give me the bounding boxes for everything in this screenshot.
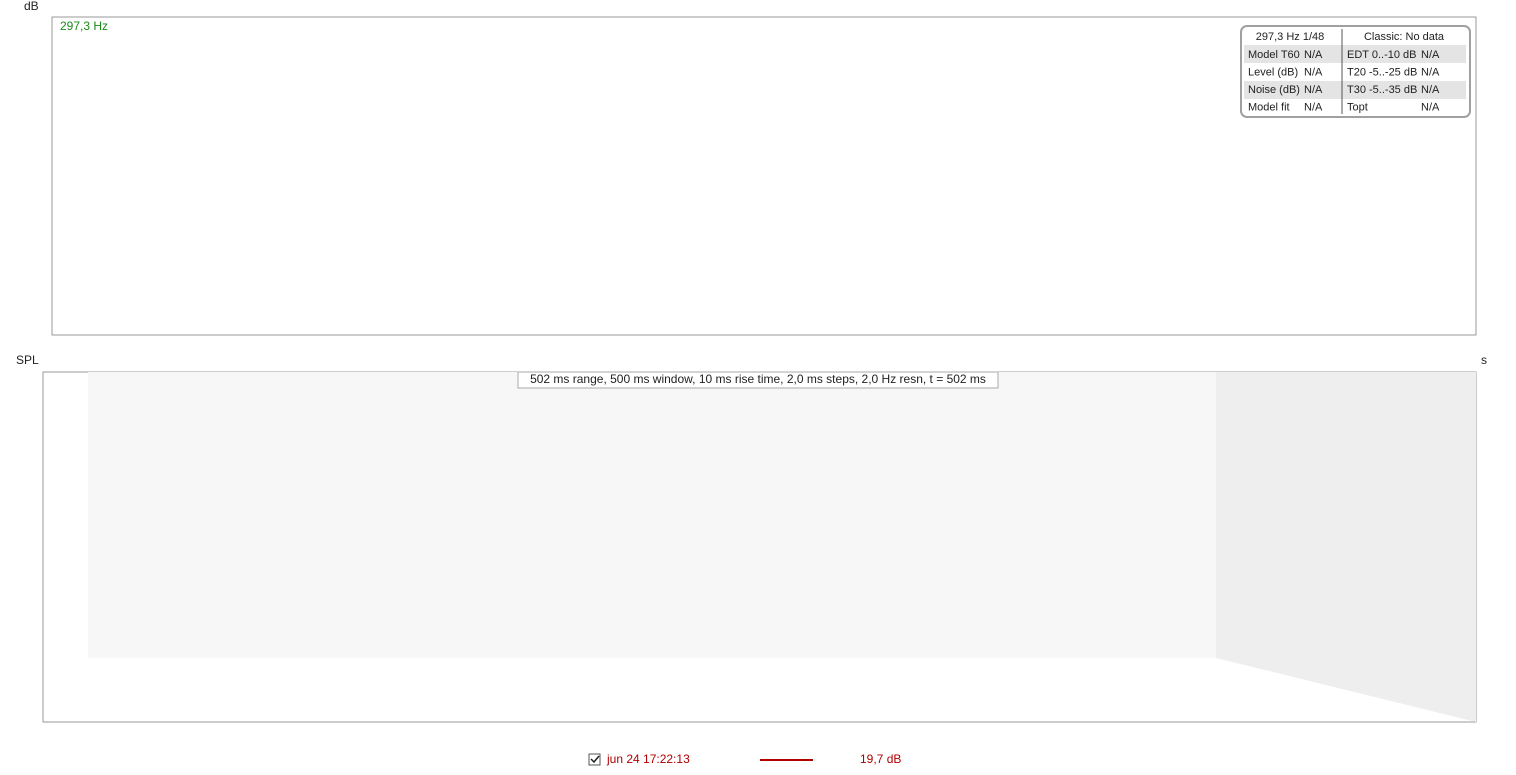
check-mark bbox=[590, 755, 600, 764]
decay-plot-area bbox=[51, 16, 1477, 336]
panel-cell: Level (dB) bbox=[1248, 66, 1298, 78]
panel-cell: Model T60 bbox=[1248, 49, 1300, 61]
panel-cell: Noise (dB) bbox=[1248, 84, 1300, 96]
panel-cell: N/A bbox=[1421, 66, 1440, 78]
panel-cell: EDT 0..-10 dB bbox=[1347, 49, 1417, 61]
panel-cell: N/A bbox=[1304, 101, 1323, 113]
row-shade bbox=[1244, 81, 1466, 99]
text-layer: dB 297,3 Hz SPL s 502 ms range, 500 ms w… bbox=[16, 0, 1487, 389]
y-axis-label: SPL bbox=[16, 353, 39, 367]
side-wall bbox=[1216, 372, 1476, 722]
back-wall bbox=[88, 372, 1216, 658]
info-panel: 297,3 Hz 1/48 Classic: No data Model T60 N/… bbox=[1240, 25, 1471, 118]
panel-cell: N/A bbox=[1421, 49, 1440, 61]
panel-cell: T20 -5..-25 dB bbox=[1347, 66, 1417, 78]
y2-axis-label: s bbox=[1481, 353, 1487, 367]
panel-header: 297,3 Hz 1/48 bbox=[1256, 31, 1325, 43]
legend-label: jun 24 17:22:13 bbox=[606, 752, 690, 766]
panel-cell: T30 -5..-35 dB bbox=[1347, 84, 1417, 96]
title-box bbox=[517, 371, 999, 389]
panel-cell: N/A bbox=[1304, 84, 1323, 96]
y-axis-label: dB bbox=[24, 0, 39, 13]
panel-cell: Model fit bbox=[1248, 101, 1290, 113]
panel-cell: N/A bbox=[1304, 49, 1323, 61]
annotation: 297,3 Hz bbox=[60, 19, 108, 33]
checkbox[interactable] bbox=[588, 753, 601, 766]
panel-cell: N/A bbox=[1421, 101, 1440, 113]
panel-header: Classic: No data bbox=[1364, 31, 1445, 43]
panel-cell: Topt bbox=[1347, 101, 1368, 113]
chart-title: 502 ms range, 500 ms window, 10 ms rise … bbox=[530, 372, 986, 386]
legend-value: 19,7 dB bbox=[860, 752, 901, 766]
panel-cell: N/A bbox=[1304, 66, 1323, 78]
row-shade bbox=[1244, 45, 1466, 63]
legend[interactable]: jun 24 17:22:13 19,7 dB bbox=[588, 752, 901, 766]
panel-cell: N/A bbox=[1421, 84, 1440, 96]
